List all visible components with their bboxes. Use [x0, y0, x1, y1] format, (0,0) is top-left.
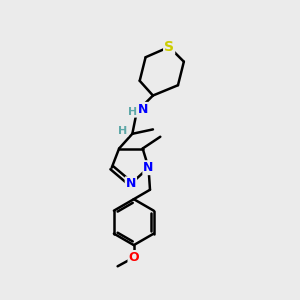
Text: N: N: [137, 103, 148, 116]
Text: S: S: [164, 40, 174, 54]
Text: H: H: [128, 107, 137, 117]
Text: H: H: [118, 126, 128, 136]
Text: N: N: [126, 177, 136, 190]
Text: O: O: [128, 251, 139, 264]
Text: N: N: [143, 161, 154, 174]
